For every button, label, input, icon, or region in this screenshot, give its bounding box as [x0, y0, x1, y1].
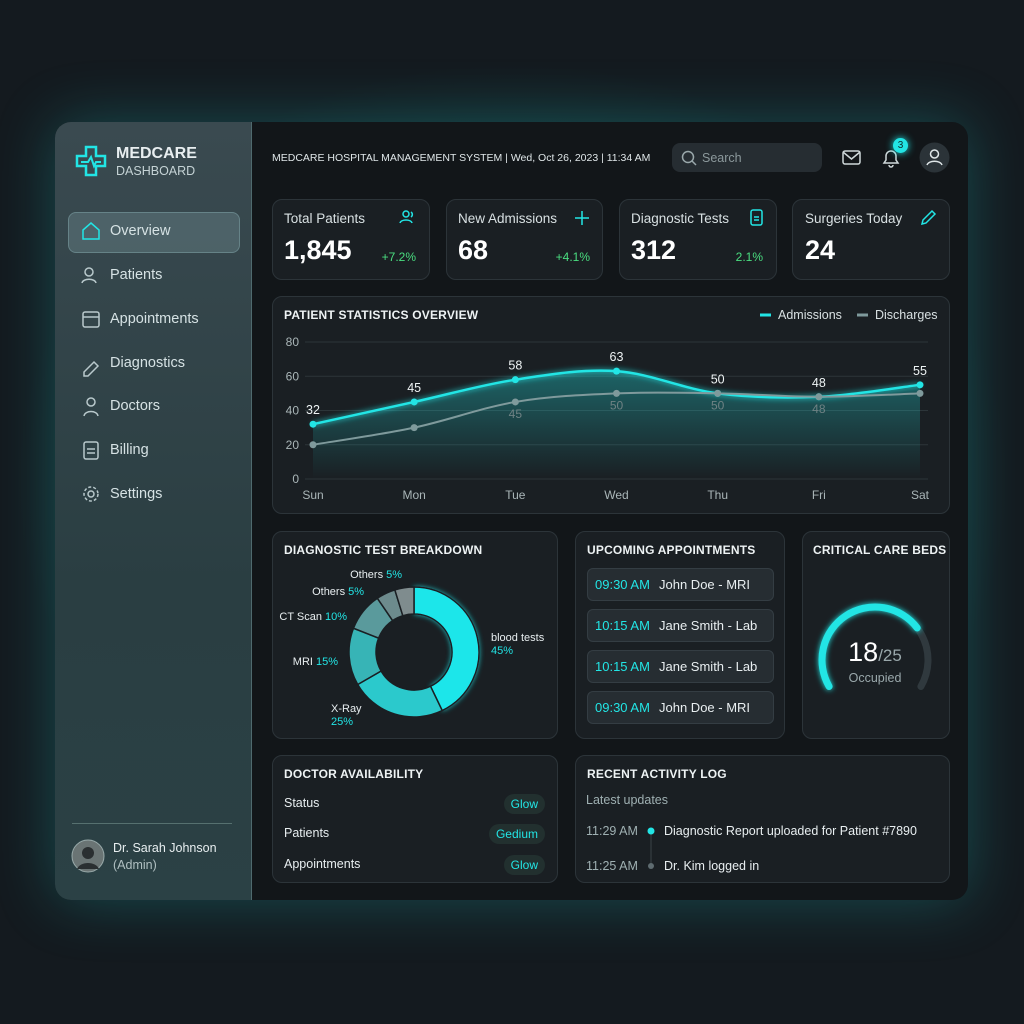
stat-change: +7.2% — [381, 250, 416, 264]
stat-value: 68 — [458, 235, 489, 265]
brand-sub: DASHBOARD — [116, 164, 196, 178]
stat-label: Surgeries Today — [805, 211, 903, 226]
card-title: UPCOMING APPOINTMENTS — [587, 543, 756, 557]
activity-text: Dr. Kim logged in — [664, 859, 760, 873]
bell-icon[interactable] — [880, 147, 902, 169]
avatar — [71, 839, 105, 873]
nav-item[interactable]: Settings — [110, 486, 163, 502]
chart-title: DIAGNOSTIC TEST BREAKDOWN — [284, 543, 483, 557]
status-badge: Glow — [503, 855, 545, 875]
stat-value: 312 — [631, 235, 677, 265]
appointment-item[interactable] — [587, 609, 774, 642]
nav-active — [68, 212, 240, 253]
appointment-time: 09:30 AM — [595, 577, 650, 592]
activity-time: 11:29 AM — [586, 824, 638, 838]
user-name: Dr. Sarah Johnson — [113, 841, 217, 855]
notification-badge: 3 — [893, 138, 908, 153]
activity-text: Diagnostic Report uploaded for Patient #… — [664, 824, 917, 838]
appointment-time: 10:15 AM — [595, 659, 650, 674]
chart-title: CRITICAL CARE BEDS — [813, 543, 947, 557]
card-subtitle: Latest updates — [586, 793, 669, 807]
status-badge: Glow — [503, 794, 545, 814]
availability-row: Status Glow — [284, 794, 545, 814]
stat-value: 1,845 — [284, 235, 352, 265]
appointment-text: John Doe - MRI — [659, 700, 751, 715]
timeline — [647, 827, 655, 869]
appointment-text: Jane Smith - Lab — [659, 618, 758, 633]
search-box[interactable] — [672, 143, 822, 172]
activity-time: 11:25 AM — [586, 859, 638, 873]
nav-item[interactable]: Billing — [110, 442, 149, 458]
gauge-card — [802, 531, 950, 739]
chart-card — [272, 296, 950, 514]
card-title: DOCTOR AVAILABILITY — [284, 767, 424, 781]
nav-item[interactable]: Overview — [110, 223, 171, 239]
header-title: MEDCARE HOSPITAL MANAGEMENT SYSTEM | Wed… — [272, 152, 651, 164]
appointment-time: 09:30 AM — [595, 700, 650, 715]
availability-row: Appointments Glow — [284, 855, 545, 875]
search-icon — [681, 150, 697, 166]
stat-change: +4.1% — [555, 250, 590, 264]
profile-icon[interactable] — [919, 142, 950, 173]
appointment-time: 10:15 AM — [595, 618, 650, 633]
stat-label: Total Patients — [284, 211, 366, 226]
stat-label: Diagnostic Tests — [631, 211, 730, 226]
stat-card — [792, 199, 950, 280]
card-title: RECENT ACTIVITY LOG — [587, 767, 727, 781]
mail-icon[interactable] — [842, 150, 862, 166]
availability-row: Patients Gedium — [284, 824, 545, 844]
appointment-item[interactable] — [587, 691, 774, 724]
status-badge: Gedium — [488, 824, 545, 844]
chart-card — [272, 531, 558, 739]
stat-value: 24 — [805, 235, 836, 265]
divider — [72, 823, 232, 824]
brand: MEDCARE — [116, 145, 197, 162]
chart-title: PATIENT STATISTICS OVERVIEW — [284, 308, 479, 322]
nav-item[interactable]: Appointments — [110, 311, 199, 327]
appointment-text: Jane Smith - Lab — [659, 659, 758, 674]
stat-icons — [399, 209, 937, 226]
search-placeholder: Search — [702, 151, 742, 165]
row-label: Patients — [284, 826, 330, 840]
stat-change: 2.1% — [735, 250, 763, 264]
activity-card — [575, 755, 950, 883]
row-label: Status — [284, 796, 320, 810]
stat-label: New Admissions — [458, 211, 558, 226]
logo — [75, 145, 107, 177]
nav-item[interactable]: Diagnostics — [110, 355, 185, 371]
nav-icons — [81, 222, 100, 502]
appointment-text: John Doe - MRI — [659, 577, 751, 592]
nav-item[interactable]: Patients — [110, 267, 163, 283]
sidebar — [55, 122, 252, 900]
appointment-item[interactable] — [587, 568, 774, 601]
user-role: (Admin) — [113, 858, 157, 872]
row-label: Appointments — [284, 857, 361, 871]
stat-card — [446, 199, 603, 280]
appointment-item[interactable] — [587, 650, 774, 683]
nav-item[interactable]: Doctors — [110, 398, 160, 414]
